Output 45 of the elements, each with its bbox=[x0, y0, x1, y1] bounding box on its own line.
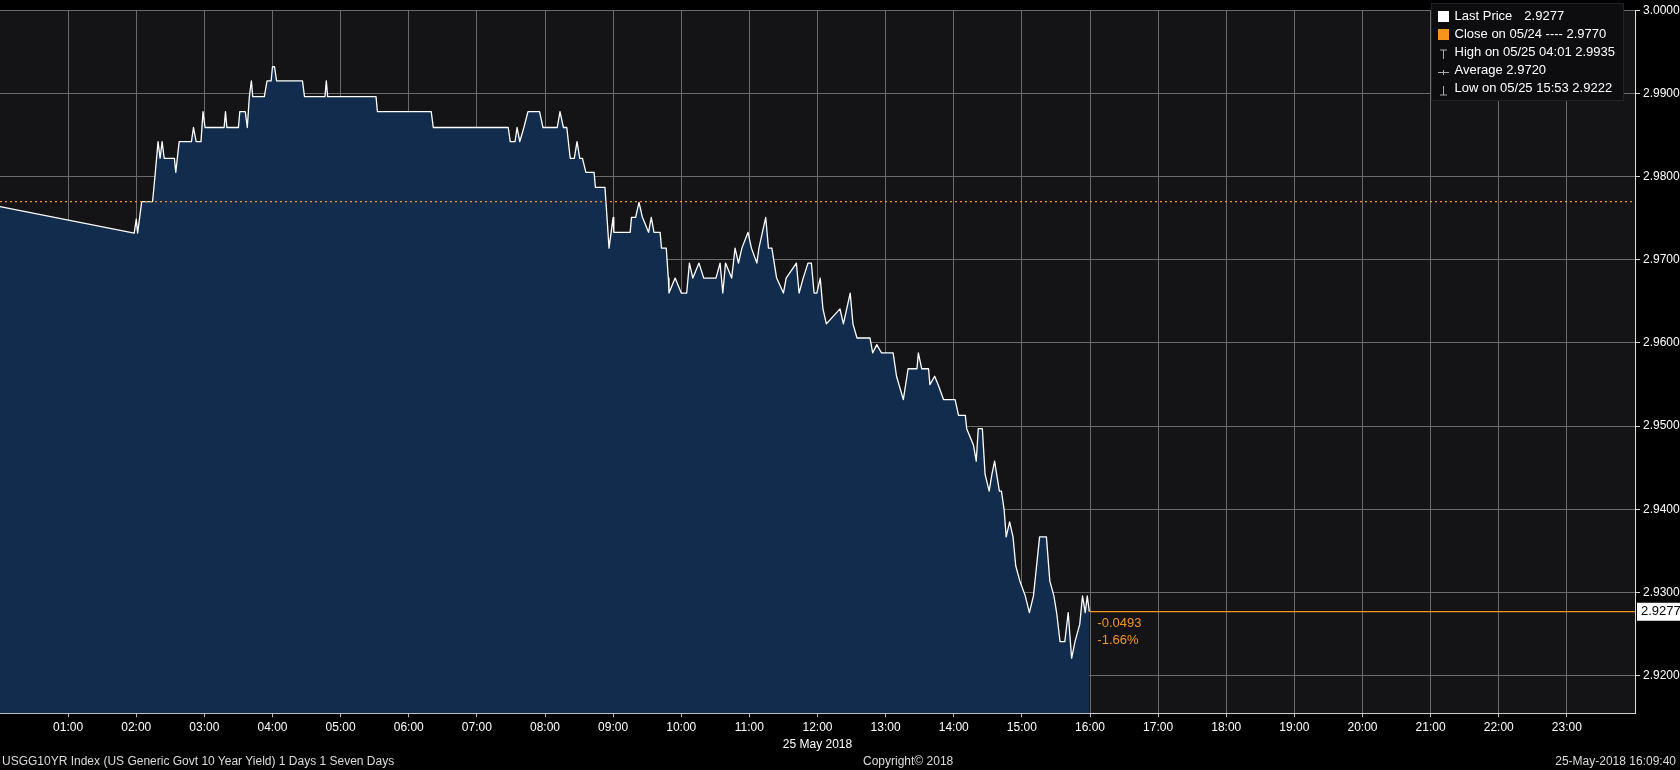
y-tick-label: 2.9800 bbox=[1643, 168, 1680, 183]
text: USGG10YR Index (US Generic Govt 10 Year Yield) 1 Days 1 Seven Days bbox=[2, 753, 395, 770]
annotation: -1.66% bbox=[1097, 632, 1139, 648]
x-tick-label: 10:00 bbox=[666, 719, 697, 734]
x-tick-label: 04:00 bbox=[257, 719, 288, 734]
y-tick-label: 2.9900 bbox=[1643, 85, 1680, 100]
y-tick-label: 2.9300 bbox=[1643, 584, 1680, 599]
x-tick-label: 09:00 bbox=[598, 719, 629, 734]
x-tick-label: 19:00 bbox=[1279, 719, 1310, 734]
x-tick-label: 17:00 bbox=[1143, 719, 1174, 734]
annotation: -0.0493 bbox=[1097, 615, 1142, 631]
x-tick-label: 14:00 bbox=[938, 719, 970, 734]
x-tick-label: 18:00 bbox=[1211, 719, 1242, 734]
ref-line-label: 2.9277 bbox=[1641, 603, 1680, 619]
x-tick-label: 13:00 bbox=[870, 719, 901, 734]
legend-label: Close on 05/24 ---- 2.9770 bbox=[1454, 25, 1607, 43]
x-tick-label: 16:00 bbox=[1074, 719, 1106, 734]
x-tick-label: 07:00 bbox=[461, 719, 493, 734]
x-tick-label: 03:00 bbox=[189, 719, 220, 734]
x-tick-label: 05:00 bbox=[325, 719, 356, 734]
x-tick-label: 22:00 bbox=[1483, 719, 1515, 734]
x-tick-label: 08:00 bbox=[529, 719, 561, 734]
y-tick-label: 2.9700 bbox=[1643, 252, 1680, 267]
x-tick-label: 20:00 bbox=[1347, 719, 1378, 734]
x-tick-label: 01:00 bbox=[53, 719, 84, 734]
annotation: High on 05/25 04:01 2.9935 bbox=[1454, 43, 1615, 61]
annotation: Low on 05/25 15:53 2.9222 bbox=[1454, 79, 1613, 97]
x-tick-label: 15:00 bbox=[1006, 719, 1038, 734]
annotation: Average 2.9720 bbox=[1454, 61, 1547, 79]
y-tick-label: 3.0000 bbox=[1643, 2, 1680, 17]
y-tick-label: 2.9400 bbox=[1643, 501, 1680, 516]
x-tick-label: 21:00 bbox=[1415, 719, 1446, 734]
annotation: 2.9277 bbox=[1524, 7, 1565, 25]
y-tick-label: 2.9500 bbox=[1643, 418, 1680, 433]
x-axis-title: 25 May 2018 bbox=[782, 737, 853, 752]
x-tick-label: 11:00 bbox=[734, 719, 765, 734]
x-tick-label: 12:00 bbox=[802, 719, 833, 734]
legend-label: Last Price bbox=[1454, 7, 1513, 25]
x-tick-label: 23:00 bbox=[1551, 719, 1583, 734]
y-tick-label: 2.9200 bbox=[1643, 668, 1680, 683]
y-tick-label: 2.9600 bbox=[1643, 335, 1680, 350]
x-tick-label: 06:00 bbox=[393, 719, 425, 734]
x-tick-label: 02:00 bbox=[121, 719, 152, 734]
text: Copyright© 2018 bbox=[863, 753, 954, 770]
text: 25-May-2018 16:09:40 bbox=[1555, 753, 1676, 770]
